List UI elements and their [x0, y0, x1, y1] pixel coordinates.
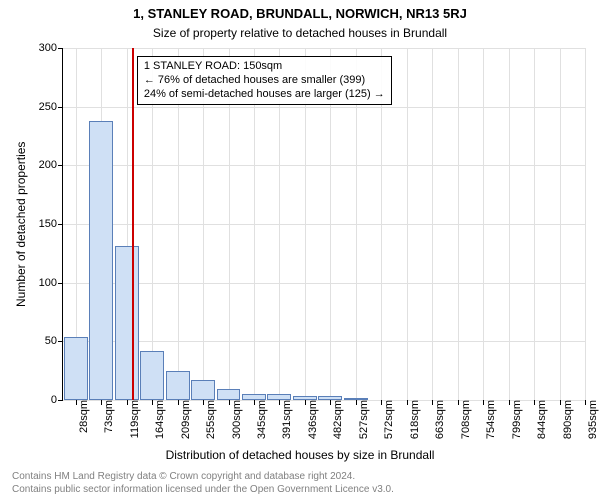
- attribution-line: Contains public sector information licen…: [12, 484, 394, 497]
- x-tick-label: 209sqm: [178, 400, 192, 439]
- x-tick-label: 618sqm: [407, 400, 421, 439]
- x-tick-label: 255sqm: [203, 400, 217, 439]
- gridline-vertical: [458, 48, 459, 400]
- histogram-bar: [217, 389, 241, 400]
- annotation-box: 1 STANLEY ROAD: 150sqm← 76% of detached …: [137, 56, 392, 105]
- x-tick-label: 799sqm: [509, 400, 523, 439]
- attribution-line: Contains HM Land Registry data © Crown c…: [12, 471, 394, 484]
- property-marker-line: [132, 48, 134, 400]
- x-tick-label: 119sqm: [127, 400, 141, 438]
- gridline-vertical: [483, 48, 484, 400]
- histogram-bar: [64, 337, 88, 400]
- x-tick-label: 482sqm: [330, 400, 344, 439]
- histogram-bar: [191, 380, 215, 400]
- plot-area: 05010015020025030028sqm73sqm119sqm164sqm…: [62, 48, 585, 401]
- x-tick-label: 28sqm: [76, 400, 90, 433]
- chart-title: 1, STANLEY ROAD, BRUNDALL, NORWICH, NR13…: [0, 6, 600, 21]
- annotation-line: ← 76% of detached houses are smaller (39…: [144, 74, 385, 88]
- x-tick-label: 164sqm: [152, 400, 166, 439]
- x-tick-label: 708sqm: [458, 400, 472, 439]
- x-tick-label: 345sqm: [254, 400, 268, 439]
- gridline-horizontal: [63, 400, 585, 401]
- gridline-vertical: [534, 48, 535, 400]
- x-tick-label: 663sqm: [432, 400, 446, 439]
- gridline-horizontal: [63, 224, 585, 225]
- gridline-vertical: [560, 48, 561, 400]
- gridline-vertical: [407, 48, 408, 400]
- y-tick-label: 50: [45, 335, 63, 347]
- histogram-bar: [242, 394, 266, 400]
- histogram-bar: [344, 398, 368, 400]
- histogram-bar: [166, 371, 190, 400]
- gridline-vertical: [585, 48, 586, 400]
- x-tick-label: 527sqm: [356, 400, 370, 439]
- gridline-horizontal: [63, 48, 585, 49]
- gridline-horizontal: [63, 107, 585, 108]
- gridline-horizontal: [63, 165, 585, 166]
- annotation-line: 24% of semi-detached houses are larger (…: [144, 88, 385, 102]
- x-tick-label: 754sqm: [483, 400, 497, 439]
- gridline-horizontal: [63, 283, 585, 284]
- y-tick-label: 200: [39, 159, 63, 171]
- x-tick-label: 890sqm: [560, 400, 574, 439]
- histogram-bar: [318, 396, 342, 400]
- y-axis-label: Number of detached properties: [14, 141, 28, 306]
- histogram-bar: [89, 121, 113, 400]
- histogram-bar: [293, 396, 317, 400]
- histogram-bar: [267, 394, 291, 400]
- x-tick-label: 844sqm: [534, 400, 548, 439]
- annotation-line: 1 STANLEY ROAD: 150sqm: [144, 60, 385, 74]
- gridline-vertical: [509, 48, 510, 400]
- y-tick-label: 150: [39, 218, 63, 230]
- chart-subtitle: Size of property relative to detached ho…: [0, 26, 600, 40]
- y-tick-label: 250: [39, 101, 63, 113]
- x-tick-label: 935sqm: [585, 400, 599, 439]
- histogram-bar: [115, 246, 139, 400]
- x-tick-label: 300sqm: [229, 400, 243, 439]
- y-tick-label: 300: [39, 42, 63, 54]
- x-tick-label: 436sqm: [305, 400, 319, 439]
- gridline-vertical: [432, 48, 433, 400]
- chart-container: 1, STANLEY ROAD, BRUNDALL, NORWICH, NR13…: [0, 0, 600, 500]
- y-tick-label: 100: [39, 277, 63, 289]
- histogram-bar: [140, 351, 164, 400]
- x-tick-label: 572sqm: [381, 400, 395, 439]
- x-tick-label: 73sqm: [101, 400, 115, 433]
- x-tick-label: 391sqm: [279, 400, 293, 439]
- attribution-text: Contains HM Land Registry data © Crown c…: [12, 471, 394, 496]
- x-axis-label: Distribution of detached houses by size …: [0, 448, 600, 462]
- gridline-horizontal: [63, 341, 585, 342]
- y-tick-label: 0: [51, 394, 63, 406]
